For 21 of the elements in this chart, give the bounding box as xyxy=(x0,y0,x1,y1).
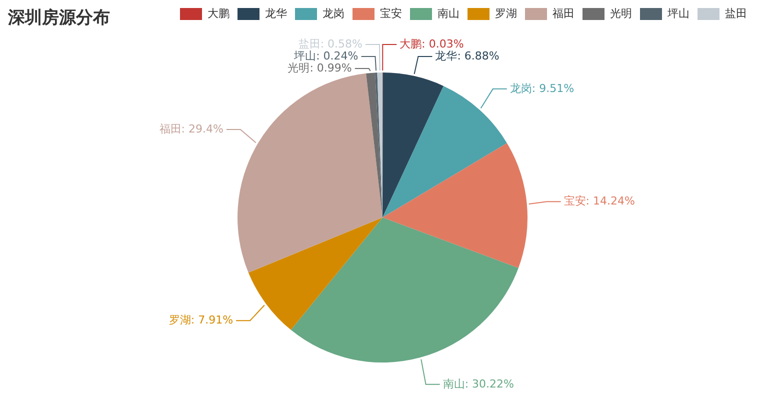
chart-title: 深圳房源分布 xyxy=(8,7,110,29)
data-label: 宝安: 14.24% xyxy=(564,194,635,208)
legend-label: 宝安 xyxy=(380,6,402,20)
data-label: 光明: 0.99% xyxy=(288,61,352,74)
legend-label: 龙岗 xyxy=(322,6,344,20)
data-label: 坪山: 0.24% xyxy=(293,49,358,62)
data-label: 南山: 30.22% xyxy=(442,377,514,390)
legend-label: 龙华 xyxy=(265,6,287,20)
data-label: 龙华: 6.88% xyxy=(435,49,500,62)
legend-label: 罗湖 xyxy=(495,6,517,20)
legend-label: 福田 xyxy=(552,6,574,20)
data-label: 龙岗: 9.51% xyxy=(510,82,574,95)
data-label: 大鹏: 0.03% xyxy=(400,37,464,50)
data-label: 盐田: 0.58% xyxy=(298,37,362,50)
data-label: 福田: 29.4% xyxy=(159,122,224,136)
legend-label: 盐田 xyxy=(725,6,747,20)
legend-label: 坪山 xyxy=(666,6,690,20)
legend-label: 光明 xyxy=(610,6,632,20)
legend-label: 大鹏 xyxy=(208,6,230,20)
legend-label: 南山 xyxy=(438,6,460,20)
data-label: 罗湖: 7.91% xyxy=(168,313,234,326)
